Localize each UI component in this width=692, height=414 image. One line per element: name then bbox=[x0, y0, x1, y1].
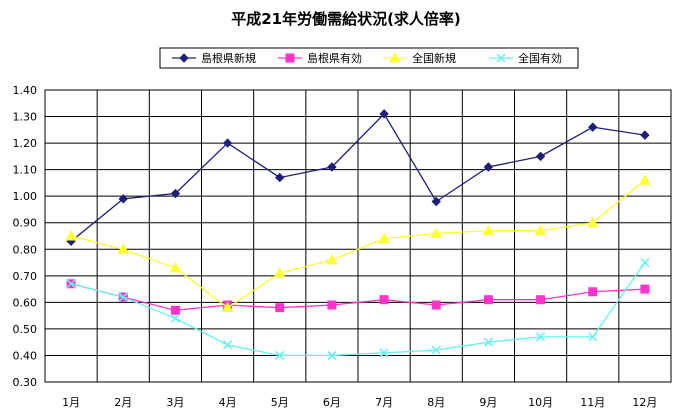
data-point bbox=[586, 216, 599, 228]
data-point bbox=[170, 313, 180, 323]
y-tick-label: 1.10 bbox=[13, 164, 38, 177]
data-point bbox=[118, 194, 128, 204]
data-point bbox=[221, 301, 234, 313]
data-point bbox=[169, 261, 182, 273]
legend-label: 島根県新規 bbox=[201, 51, 256, 65]
legend-marker bbox=[285, 53, 295, 63]
data-point bbox=[118, 292, 128, 302]
x-tick-label: 2月 bbox=[114, 396, 132, 409]
data-point bbox=[588, 122, 598, 132]
data-point bbox=[588, 332, 598, 342]
legend-entry: 島根県有効 bbox=[278, 51, 362, 65]
series-line bbox=[70, 112, 646, 242]
y-tick-label: 0.60 bbox=[13, 296, 38, 309]
data-point bbox=[379, 109, 389, 119]
data-point bbox=[223, 340, 233, 350]
data-point bbox=[640, 284, 650, 294]
data-point bbox=[431, 345, 441, 355]
data-point bbox=[170, 188, 181, 199]
data-point bbox=[66, 279, 76, 289]
data-point bbox=[327, 300, 337, 310]
y-tick-label: 0.70 bbox=[13, 270, 38, 283]
data-point bbox=[379, 348, 389, 358]
legend-entry: 島根県新規 bbox=[172, 51, 256, 65]
y-tick-label: 0.40 bbox=[13, 349, 38, 362]
series-3 bbox=[65, 174, 651, 313]
data-point bbox=[534, 224, 547, 236]
data-point bbox=[431, 196, 441, 207]
legend-label: 全国有効 bbox=[518, 51, 562, 65]
data-point bbox=[65, 229, 77, 241]
y-tick-label: 0.80 bbox=[13, 243, 38, 256]
x-tick-label: 3月 bbox=[166, 396, 184, 409]
x-tick-label: 9月 bbox=[479, 396, 497, 409]
data-point bbox=[588, 287, 598, 297]
x-tick-label: 11月 bbox=[580, 396, 605, 409]
data-point bbox=[117, 243, 130, 254]
legend-label: 全国新規 bbox=[412, 51, 456, 65]
data-point bbox=[640, 258, 650, 268]
data-point bbox=[535, 151, 546, 162]
y-axis-ticks: 0.30 0.40 0.50 0.60 0.70 0.80 0.90 1.00 1.10 1.20… bbox=[13, 84, 38, 389]
x-tick-label: 12月 bbox=[632, 396, 657, 409]
data-point bbox=[378, 232, 390, 244]
grid bbox=[44, 89, 672, 383]
y-tick-label: 0.30 bbox=[13, 376, 38, 389]
y-tick-label: 0.90 bbox=[13, 217, 38, 230]
x-tick-label: 6月 bbox=[323, 396, 341, 409]
data-point bbox=[326, 253, 338, 265]
legend: 島根県新規 島根県有効 全国新規 全国有効 bbox=[159, 47, 579, 69]
x-tick-label: 10月 bbox=[528, 396, 553, 409]
data-point bbox=[275, 303, 285, 313]
y-tick-label: 1.30 bbox=[13, 111, 38, 124]
data-point bbox=[379, 295, 389, 305]
legend-box bbox=[159, 47, 579, 69]
data-point bbox=[536, 332, 546, 342]
y-tick-label: 0.50 bbox=[13, 323, 38, 336]
legend-marker bbox=[496, 53, 506, 63]
data-point bbox=[483, 295, 493, 305]
x-tick-label: 1月 bbox=[62, 396, 80, 409]
series-line bbox=[70, 179, 646, 309]
data-point bbox=[536, 295, 546, 305]
data-point bbox=[327, 350, 337, 360]
series-group bbox=[65, 109, 651, 360]
data-point bbox=[275, 350, 285, 360]
series-line bbox=[70, 283, 645, 311]
data-point bbox=[483, 337, 493, 347]
legend-entry: 全国有効 bbox=[489, 51, 562, 65]
series-4 bbox=[66, 258, 650, 360]
series-1 bbox=[66, 109, 650, 247]
data-point bbox=[275, 172, 285, 183]
data-point bbox=[170, 305, 180, 315]
legend-entry: 全国新規 bbox=[383, 51, 456, 65]
data-point bbox=[640, 130, 650, 140]
legend-label: 島根県有効 bbox=[307, 51, 362, 65]
x-axis-ticks: 1月 2月 3月 4月 5月 6月 7月 8月 9月 10月 11月 12月 bbox=[62, 396, 657, 409]
y-tick-label: 1.40 bbox=[13, 84, 38, 97]
chart-title: 平成21年労働需給状況(求人倍率) bbox=[231, 10, 461, 28]
x-tick-label: 7月 bbox=[375, 396, 393, 409]
x-tick-label: 5月 bbox=[271, 396, 289, 409]
data-point bbox=[482, 224, 495, 236]
series-line bbox=[70, 262, 646, 357]
y-tick-label: 1.20 bbox=[13, 137, 38, 150]
data-point bbox=[327, 162, 337, 172]
data-point bbox=[273, 267, 286, 278]
legend-marker bbox=[179, 53, 189, 63]
x-tick-label: 4月 bbox=[219, 396, 237, 409]
data-point bbox=[483, 162, 494, 172]
data-point bbox=[639, 174, 651, 185]
data-point bbox=[430, 227, 443, 238]
legend-marker bbox=[389, 51, 401, 63]
x-tick-label: 8月 bbox=[427, 396, 445, 409]
data-point bbox=[431, 300, 441, 310]
y-tick-label: 1.00 bbox=[13, 190, 38, 203]
data-point bbox=[222, 138, 233, 148]
